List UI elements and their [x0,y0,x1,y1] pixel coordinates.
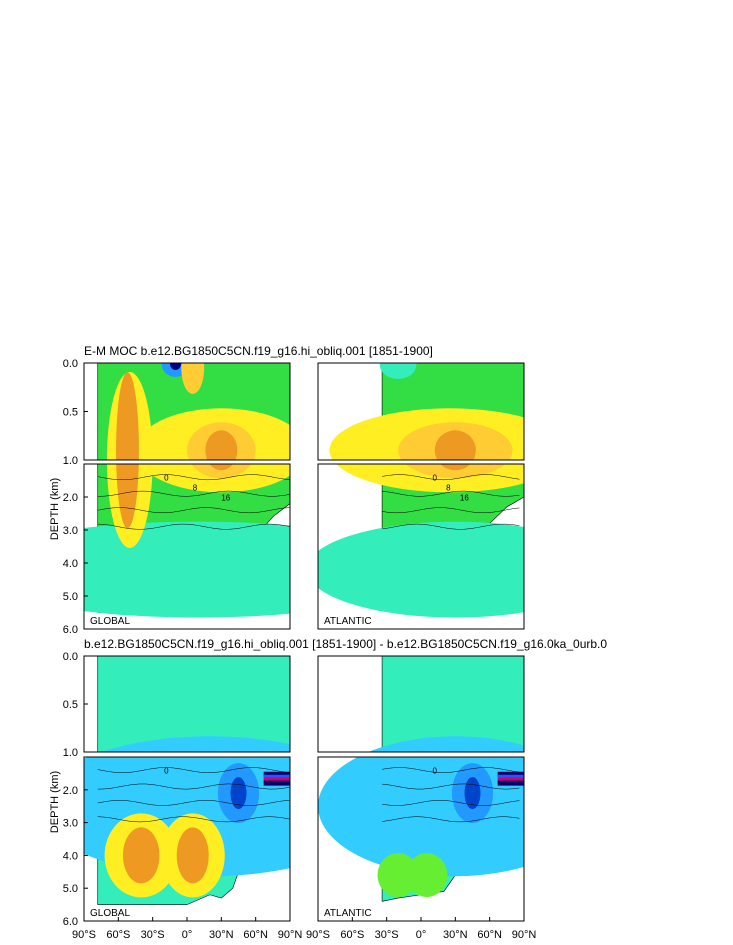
y-tick-label: 4.0 [63,850,78,862]
contour-line [382,800,520,806]
arctic-stripe [497,780,524,786]
y-tick-label: 0.5 [63,699,78,711]
contour-line [97,767,290,773]
x-tick-label: 60°S [340,929,364,941]
x-tick-label: 30°S [375,929,399,941]
contour-label: 16 [460,493,469,502]
y-tick-label: 3.0 [63,525,78,537]
x-tick-label: 60°S [106,929,130,941]
lobe-atl-1 [377,853,419,898]
y-tick-label: 0.5 [63,407,78,419]
y-tick-label: 3.0 [63,818,78,830]
y-tick-label: 5.0 [63,591,78,603]
x-tick-label: 0° [416,929,427,941]
x-tick-label: 30°N [209,929,234,941]
contour-line [97,800,290,806]
deep-cell [318,521,524,618]
x-tick-label: 60°N [477,929,502,941]
contour-line [97,816,290,823]
frame-upper [317,655,525,753]
contour-line [382,507,520,514]
y-tick-label: 2.0 [63,785,78,797]
contour-line [97,490,290,497]
x-tick-label: 0° [182,929,193,941]
x-tick-label: 30°S [141,929,165,941]
contour-line [97,523,290,530]
y-tick-label: 0.0 [63,651,78,663]
deep-cell [84,521,290,618]
anomaly-blue-core [230,777,247,810]
contour-line [97,783,290,790]
contour-label: 0 [164,474,169,483]
arctic-stripe [263,780,290,786]
contour-line [382,490,520,497]
contour-label: 0 [432,766,437,775]
frame-upper [317,362,525,461]
contour-label: 8 [446,483,451,492]
contour-line [382,783,520,790]
contour-line [382,816,520,823]
contour-label: 8 [193,483,198,492]
contour-line [382,523,520,530]
y-tick-label: 0.0 [63,358,78,370]
y-tick-label: 5.0 [63,883,78,895]
y-tick-label: 2.0 [63,492,78,504]
arctic-stripe [263,774,290,780]
panel-label: GLOBAL [90,908,130,919]
tropical-cell [181,363,205,394]
frame-lower [317,463,525,630]
surface-cell-s-core [169,363,182,370]
surface-cell-atl [379,363,417,379]
frame-lower [83,463,291,630]
so-cell-core [116,372,139,529]
lobe-s-core [122,827,160,884]
y-tick-label: 1.0 [63,747,78,759]
arctic-stripe [263,777,290,783]
arctic-stripe [263,771,290,777]
x-tick-label: 90°N [512,929,537,941]
lobe-atl-2 [406,853,448,898]
x-tick-label: 60°N [243,929,268,941]
contour-label: 0 [432,474,437,483]
y-tick-label: 1.0 [63,455,78,467]
arctic-stripe [497,771,524,777]
y-tick-label: 4.0 [63,558,78,570]
lobe-eq-core [176,827,209,884]
panel-label: ATLANTIC [324,616,372,627]
arctic-stripe [497,777,524,783]
contour-label: 16 [221,493,230,502]
y-tick-label: 6.0 [63,624,78,636]
arctic-stripe [497,774,524,780]
contour-line [382,767,520,773]
y-tick-label: 6.0 [63,916,78,928]
panel-label: ATLANTIC [324,908,372,919]
contour-label: 0 [164,766,169,775]
contour-line [382,474,520,481]
y-axis-label: DEPTH (km) [49,478,61,540]
x-tick-label: 90°N [278,929,303,941]
labels-layer: GLOBAL08160.00.51.02.03.04.05.06.0DEPTH … [49,358,536,941]
contour-line [97,507,290,514]
panels-layer [83,362,525,922]
x-tick-label: 30°N [443,929,468,941]
y-axis-label: DEPTH (km) [49,771,61,833]
bottom-title: b.e12.BG1850C5CN.f19_g16.hi_obliq.001 [1… [84,637,607,651]
anomaly-blue-core [464,777,481,810]
x-tick-label: 90°S [72,929,96,941]
contour-line [97,474,290,481]
panel-label: GLOBAL [90,616,130,627]
x-tick-label: 90°S [306,929,330,941]
top-title: E-M MOC b.e12.BG1850C5CN.f19_g16.hi_obli… [84,344,433,358]
